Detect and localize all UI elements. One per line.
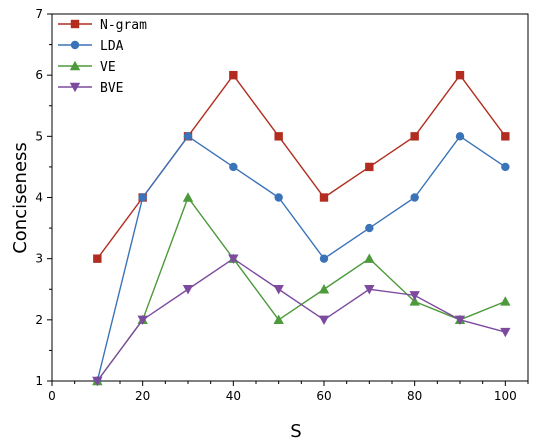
y-tick-label: 3 xyxy=(35,252,43,266)
data-point-lda xyxy=(410,193,419,202)
series-layer xyxy=(92,70,511,387)
legend-marker xyxy=(70,19,80,29)
legend-label: BVE xyxy=(100,81,123,96)
x-tick-label: 0 xyxy=(48,389,56,403)
legend: N-gram LDA VE BVE xyxy=(58,18,147,96)
y-tick-label: 7 xyxy=(35,7,43,21)
data-point-bve xyxy=(454,315,466,326)
x-tick-label: 20 xyxy=(135,389,150,403)
data-point-bve xyxy=(228,254,239,264)
data-point-n-gram xyxy=(319,193,329,202)
data-point-lda xyxy=(455,132,465,141)
y-tick-label: 6 xyxy=(35,68,43,82)
axes: 0 20 40 60 80 100 1 2 3 4 5 6 7 xyxy=(35,7,529,403)
data-point-ve xyxy=(273,314,284,325)
data-point-ve xyxy=(500,296,511,306)
series-line-bve xyxy=(96,257,506,382)
data-point-n-gram xyxy=(93,254,102,263)
legend-label: VE xyxy=(100,60,116,75)
legend-item-bve: BVE xyxy=(58,81,123,96)
x-tick-label: 60 xyxy=(316,389,331,403)
data-point-ve xyxy=(364,253,375,263)
series-ve xyxy=(92,192,511,386)
data-point-lda xyxy=(501,162,510,172)
legend-marker xyxy=(69,82,81,93)
legend-label: LDA xyxy=(100,39,124,54)
data-point-n-gram xyxy=(455,70,465,80)
y-tick-label: 2 xyxy=(35,313,43,327)
x-tick-label: 40 xyxy=(226,389,241,403)
legend-marker xyxy=(70,40,80,50)
data-point-bve xyxy=(273,285,284,295)
plot-frame xyxy=(51,13,529,382)
data-point-bve xyxy=(318,315,330,326)
data-point-n-gram xyxy=(501,132,510,141)
data-point-bve xyxy=(500,327,511,338)
series-n-gram xyxy=(93,70,510,263)
data-point-bve xyxy=(409,291,420,301)
data-point-lda xyxy=(365,223,374,233)
data-point-bve xyxy=(137,315,148,326)
y-tick-label: 4 xyxy=(35,191,43,205)
legend-item-n-gram: N-gram xyxy=(58,18,147,33)
y-tick-label: 5 xyxy=(35,129,43,143)
data-point-ve xyxy=(182,192,194,202)
series-bve xyxy=(92,254,511,387)
data-point-lda xyxy=(319,254,329,263)
data-point-n-gram xyxy=(410,132,419,141)
legend-marker xyxy=(69,60,81,71)
data-point-n-gram xyxy=(365,162,374,172)
data-point-bve xyxy=(92,376,103,387)
data-point-n-gram xyxy=(274,132,283,141)
series-lda xyxy=(93,132,510,386)
x-axis-title: S xyxy=(290,421,301,442)
legend-item-lda: LDA xyxy=(58,39,124,54)
data-point-lda xyxy=(274,193,283,202)
data-point-lda xyxy=(138,193,147,202)
y-tick-label: 1 xyxy=(35,374,43,388)
data-point-lda xyxy=(183,132,193,141)
x-tick-label: 100 xyxy=(494,389,517,403)
data-point-ve xyxy=(318,284,330,294)
data-point-n-gram xyxy=(229,70,238,80)
legend-label: N-gram xyxy=(100,18,147,33)
x-tick-label: 80 xyxy=(407,389,422,403)
data-point-ve xyxy=(409,296,420,306)
legend-item-ve: VE xyxy=(58,60,116,75)
data-point-bve xyxy=(364,285,375,295)
series-line-lda xyxy=(96,135,506,382)
y-axis-title: Conciseness xyxy=(10,142,31,254)
series-line-n-gram xyxy=(96,73,506,260)
data-point-bve xyxy=(182,285,194,295)
series-line-ve xyxy=(96,196,506,382)
data-point-lda xyxy=(229,162,238,172)
